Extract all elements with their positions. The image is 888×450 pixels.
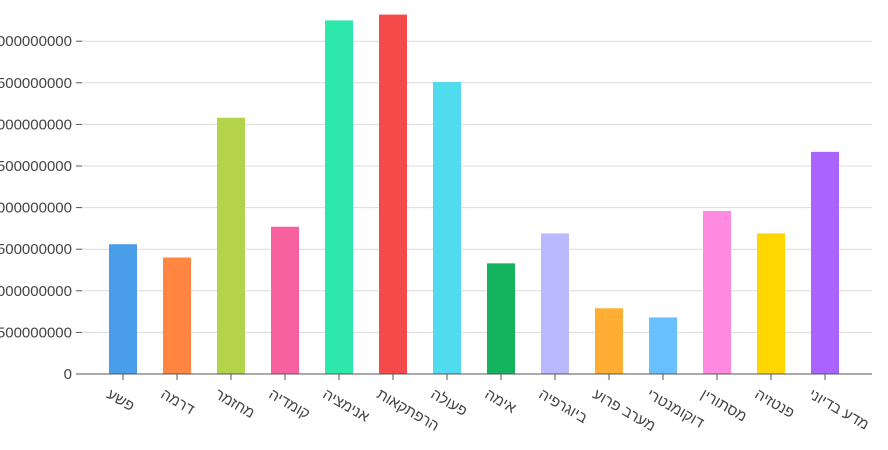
bar [271, 226, 299, 374]
bar [433, 81, 461, 374]
y-tick-label: 2500000000 [0, 158, 72, 175]
y-tick-label: 3500000000 [0, 75, 72, 92]
bar [109, 244, 137, 374]
y-tick-label: 500000000 [0, 324, 72, 341]
bar [811, 151, 839, 374]
x-tick-label: ביוגרפיה [536, 386, 590, 427]
x-tick-label: מחזמר [212, 386, 258, 422]
bar [757, 233, 785, 374]
y-tick-label: 1000000000 [0, 283, 72, 300]
x-tick-label: קומדיה [266, 386, 313, 423]
bar [487, 263, 515, 374]
y-tick-label: 2000000000 [0, 200, 72, 217]
x-tick-label: דרמה [158, 386, 197, 419]
x-tick-label: פשע [104, 386, 137, 415]
y-tick-label: 3000000000 [0, 116, 72, 133]
x-tick-label: מסתורין [698, 386, 750, 426]
x-tick-label: פנטזיה [752, 386, 798, 422]
bar [703, 210, 731, 374]
bar [649, 317, 677, 374]
grid-lines [82, 40, 872, 333]
y-tick-label: 1500000000 [0, 241, 72, 258]
x-tick-label: מדע בדיוני [806, 386, 872, 434]
y-tick-label: 0 [64, 366, 72, 383]
axes [76, 40, 872, 380]
x-tick-label: אימה [482, 386, 519, 417]
bar [379, 14, 407, 375]
bar [163, 257, 191, 374]
y-tick-label: 4000000000 [0, 33, 72, 50]
bar [325, 20, 353, 375]
bar [217, 117, 245, 374]
bar [595, 308, 623, 374]
y-tick-labels: 0 500000000 1000000000 1500000000 2000000000… [0, 33, 72, 383]
x-tick-label: אנימציה [320, 386, 373, 426]
bar [541, 233, 569, 374]
bars [109, 14, 839, 375]
